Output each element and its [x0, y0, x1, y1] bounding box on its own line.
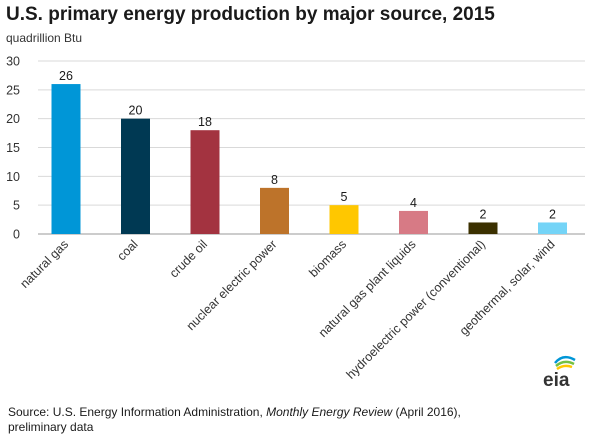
- bar: [468, 222, 498, 234]
- data-label: 4: [410, 196, 417, 210]
- source-suffix: (April 2016),: [392, 405, 461, 419]
- source-publication: Monthly Energy Review: [266, 405, 393, 419]
- y-tick-label: 5: [13, 199, 20, 213]
- source-line2: preliminary data: [8, 420, 94, 434]
- gridlines: [38, 60, 585, 235]
- bar-chart: 0 5 10 15 20 25 30 26 20 18 8 5 4 2 2 natural gas coal…: [6, 55, 585, 382]
- bar: [260, 187, 289, 234]
- eia-logo-icon: eia: [543, 355, 576, 391]
- data-label: 20: [129, 104, 143, 118]
- bars: [51, 84, 567, 234]
- x-tick-label: natural gas: [17, 237, 71, 291]
- y-tick-label: 15: [6, 141, 20, 155]
- data-label: 26: [59, 69, 73, 83]
- eia-logo-text: eia: [543, 370, 570, 391]
- source-note: Source: U.S. Energy Information Administ…: [8, 405, 583, 435]
- x-tick-label: hydroelectric power (conventional): [344, 237, 489, 382]
- x-tick-label: crude oil: [167, 237, 210, 280]
- bar: [329, 205, 359, 234]
- source-prefix: Source: U.S. Energy Information Administ…: [8, 405, 267, 419]
- bar: [538, 222, 567, 234]
- x-tick-label: coal: [115, 237, 141, 263]
- y-tick-label: 10: [6, 170, 20, 184]
- y-tick-label: 30: [6, 55, 20, 69]
- x-tick-label: biomass: [306, 237, 349, 280]
- data-label: 2: [480, 207, 487, 221]
- data-label: 5: [341, 190, 348, 204]
- data-label: 2: [549, 207, 556, 221]
- y-tick-label: 0: [13, 228, 20, 242]
- bar: [121, 118, 150, 234]
- chart-title: U.S. primary energy production by major …: [6, 4, 495, 25]
- bar: [51, 84, 81, 234]
- data-labels: 26 20 18 8 5 4 2 2: [59, 69, 556, 221]
- y-tick-label: 20: [6, 112, 20, 126]
- data-label: 18: [198, 115, 212, 129]
- bar: [190, 130, 220, 234]
- units-label: quadrillion Btu: [6, 31, 83, 45]
- data-label: 8: [271, 173, 278, 187]
- bar: [399, 210, 428, 234]
- y-tick-label: 25: [6, 83, 20, 97]
- y-axis-ticks: 0 5 10 15 20 25 30: [6, 55, 20, 242]
